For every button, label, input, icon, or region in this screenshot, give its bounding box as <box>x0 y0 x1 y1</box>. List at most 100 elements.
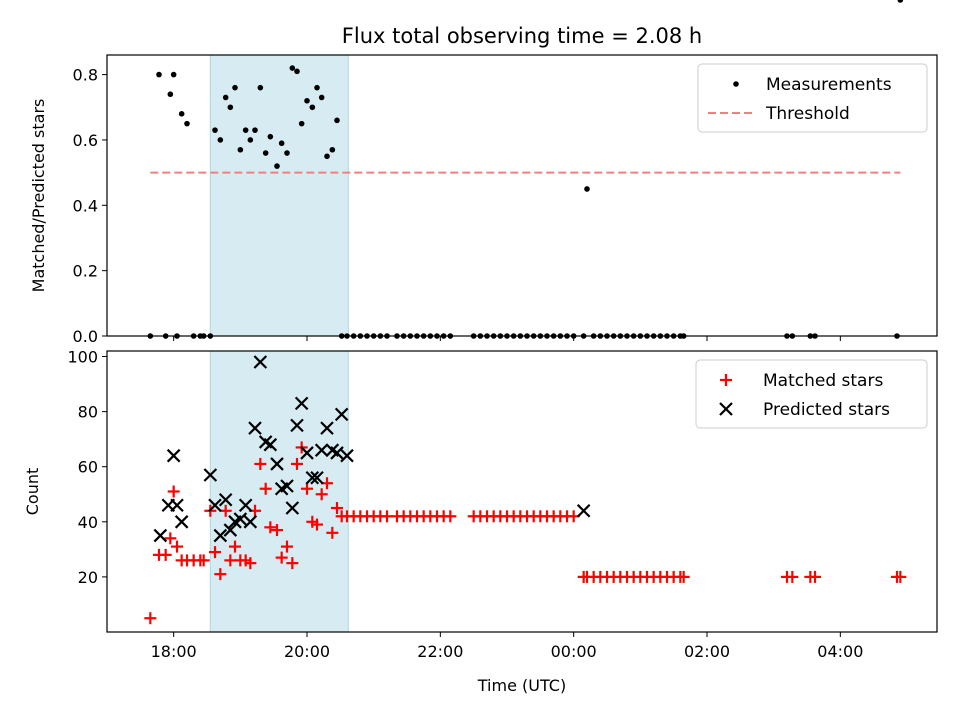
predicted-star-point <box>223 523 238 537</box>
measurement-point <box>897 0 904 3</box>
matched-star-point <box>264 521 277 534</box>
matched-star-point <box>286 557 299 570</box>
matched-star-point <box>894 570 907 583</box>
legend-measurements-marker <box>733 81 739 87</box>
x-tick-label: 04:00 <box>817 642 863 661</box>
top-y-tick-label: 0.6 <box>73 131 98 150</box>
measurement-point <box>178 111 185 117</box>
predicted-star-point-b <box>203 468 218 482</box>
measurement-point <box>584 186 590 192</box>
measurement-point <box>184 120 190 127</box>
predicted-star-point <box>300 446 314 460</box>
matched-star-point <box>244 557 257 570</box>
legend-predicted-glyph-b <box>719 402 733 416</box>
measurement-point <box>267 133 274 140</box>
measurement-point <box>304 97 310 104</box>
measurement-point <box>274 163 280 169</box>
matched-stars-points <box>144 441 907 625</box>
measurement-point <box>318 94 325 101</box>
predicted-star-point-b <box>334 407 349 422</box>
matched-star-point <box>164 532 177 545</box>
predicted-star-point <box>170 498 184 513</box>
matched-star-point <box>291 457 303 470</box>
predicted-star-point-b <box>314 443 329 457</box>
predicted-star-point-b <box>263 437 278 452</box>
predicted-star-point-b <box>340 448 354 463</box>
matched-star-point <box>219 504 232 517</box>
matched-star-point <box>326 526 339 539</box>
x-tick-label: 02:00 <box>684 642 730 661</box>
measurement-point <box>237 146 244 153</box>
measurement-point <box>294 68 300 75</box>
measurement-point <box>167 91 174 98</box>
bottom-legend: Matched stars Predicted stars <box>695 359 928 429</box>
predicted-star-point-b <box>218 492 233 507</box>
matched-star-point <box>331 502 343 515</box>
predicted-star-point <box>310 470 324 485</box>
bottom-y-tick-label: 20 <box>78 568 98 587</box>
measurement-point <box>309 104 316 111</box>
bottom-y-tick-label: 100 <box>67 348 98 367</box>
legend-matched-label: Matched stars <box>763 371 883 391</box>
predicted-star-point-b <box>174 515 189 529</box>
top-y-ticks: 0.0 0.2 0.4 0.6 0.8 <box>73 66 107 346</box>
measurement-point <box>252 127 258 133</box>
matched-star-point <box>786 570 799 583</box>
predicted-star-point <box>263 437 278 452</box>
predicted-star-point <box>320 421 334 435</box>
top-highlight-span <box>209 54 349 337</box>
measurement-point <box>334 117 340 124</box>
measurement-point <box>247 137 254 143</box>
predicted-star-point-b <box>310 470 324 485</box>
predicted-star-point <box>285 501 300 515</box>
measurement-point <box>262 150 269 156</box>
predicted-star-point <box>334 407 349 422</box>
measurement-point <box>284 150 290 156</box>
matched-star-point <box>229 540 241 553</box>
x-tick-label: 20:00 <box>284 642 330 661</box>
predicted-star-point <box>294 396 309 411</box>
legend-threshold-label: Threshold <box>765 104 850 124</box>
matched-star-point <box>281 540 293 553</box>
matched-star-point <box>259 482 272 495</box>
predicted-stars-points <box>153 355 591 543</box>
predicted-star-point-b <box>170 498 184 513</box>
x-axis-label: Time (UTC) <box>477 676 566 695</box>
predicted-star-point-b <box>325 443 340 457</box>
predicted-star-point-b <box>285 501 300 515</box>
matched-star-point <box>254 457 267 470</box>
predicted-star-point-b <box>320 421 334 435</box>
predicted-star-point <box>305 470 320 485</box>
matched-star-point <box>271 524 283 537</box>
top-legend-box <box>697 63 928 133</box>
predicted-star-point-b <box>290 418 304 433</box>
matched-star-point <box>311 518 323 531</box>
predicted-star-point <box>213 528 228 543</box>
legend-measurements-label: Measurements <box>766 75 892 95</box>
predicted-star-point-b <box>233 512 248 526</box>
predicted-star-point-b <box>166 448 181 463</box>
predicted-star-point-b <box>238 498 253 513</box>
measurement-point <box>232 84 238 91</box>
predicted-star-point <box>208 498 222 513</box>
bottom-x-ticks: 18:00 20:00 22:00 00:00 02:00 04:00 <box>151 632 863 661</box>
predicted-star-point-b <box>294 396 309 411</box>
bottom-y-ticks: 20 40 60 80 100 <box>67 348 107 587</box>
predicted-star-point <box>253 355 268 369</box>
matched-star-point <box>809 570 821 583</box>
predicted-star-point <box>166 448 181 463</box>
predicted-star-point-b <box>305 470 320 485</box>
x-tick-label: 00:00 <box>551 642 597 661</box>
matched-star-point <box>275 551 288 564</box>
bottom-y-axis-label: Count <box>23 468 42 516</box>
legend-matched-glyph <box>720 374 732 386</box>
predicted-star-point-b <box>258 435 273 449</box>
legend-predicted-glyph <box>719 402 733 416</box>
predicted-star-point-b <box>300 446 314 460</box>
top-y-tick-label: 0.0 <box>73 327 98 346</box>
predicted-star-point <box>248 421 262 435</box>
x-tick-label: 18:00 <box>151 642 197 661</box>
measurement-point <box>278 140 285 147</box>
predicted-star-point-b <box>153 528 168 543</box>
measurement-point <box>222 94 229 101</box>
